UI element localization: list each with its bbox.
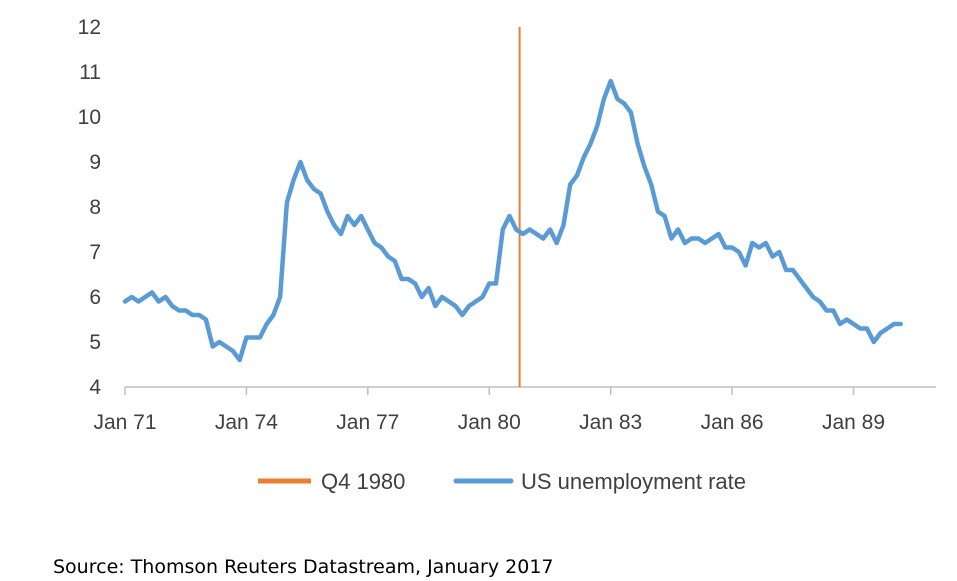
legend-label-q4-1980: Q4 1980: [321, 469, 405, 494]
y-tick-label: 8: [89, 196, 101, 219]
plot-area: [122, 27, 903, 387]
unemployment-rate-line: [122, 78, 903, 363]
legend: Q4 1980 US unemployment rate: [258, 469, 746, 494]
x-tick-label: Jan 89: [822, 411, 885, 434]
y-tick-label: 7: [89, 241, 101, 264]
x-tick-label: Jan 74: [215, 411, 278, 434]
y-tick-label: 10: [78, 106, 101, 129]
x-tick-label: Jan 80: [458, 411, 521, 434]
x-tick-label: Jan 77: [336, 411, 399, 434]
source-note: Source: Thomson Reuters Datastream, Janu…: [53, 556, 554, 578]
y-tick-label: 4: [89, 376, 101, 399]
x-tick-label: Jan 86: [701, 411, 764, 434]
x-tick-label: Jan 71: [93, 411, 156, 434]
y-axis-tick-labels: 4 5 6 7 8 9 10 11 12: [78, 16, 102, 399]
y-tick-label: 12: [78, 16, 101, 39]
y-tick-label: 5: [89, 331, 101, 354]
x-axis: Jan 71 Jan 74 Jan 77 Jan 80 Jan 83 Jan 86 Jan …: [93, 386, 936, 434]
legend-label-unemployment: US unemployment rate: [521, 469, 746, 494]
y-tick-label: 9: [89, 151, 101, 174]
y-tick-label: 11: [79, 61, 101, 84]
y-tick-label: 6: [89, 286, 101, 309]
x-tick-label: Jan 83: [579, 411, 642, 434]
